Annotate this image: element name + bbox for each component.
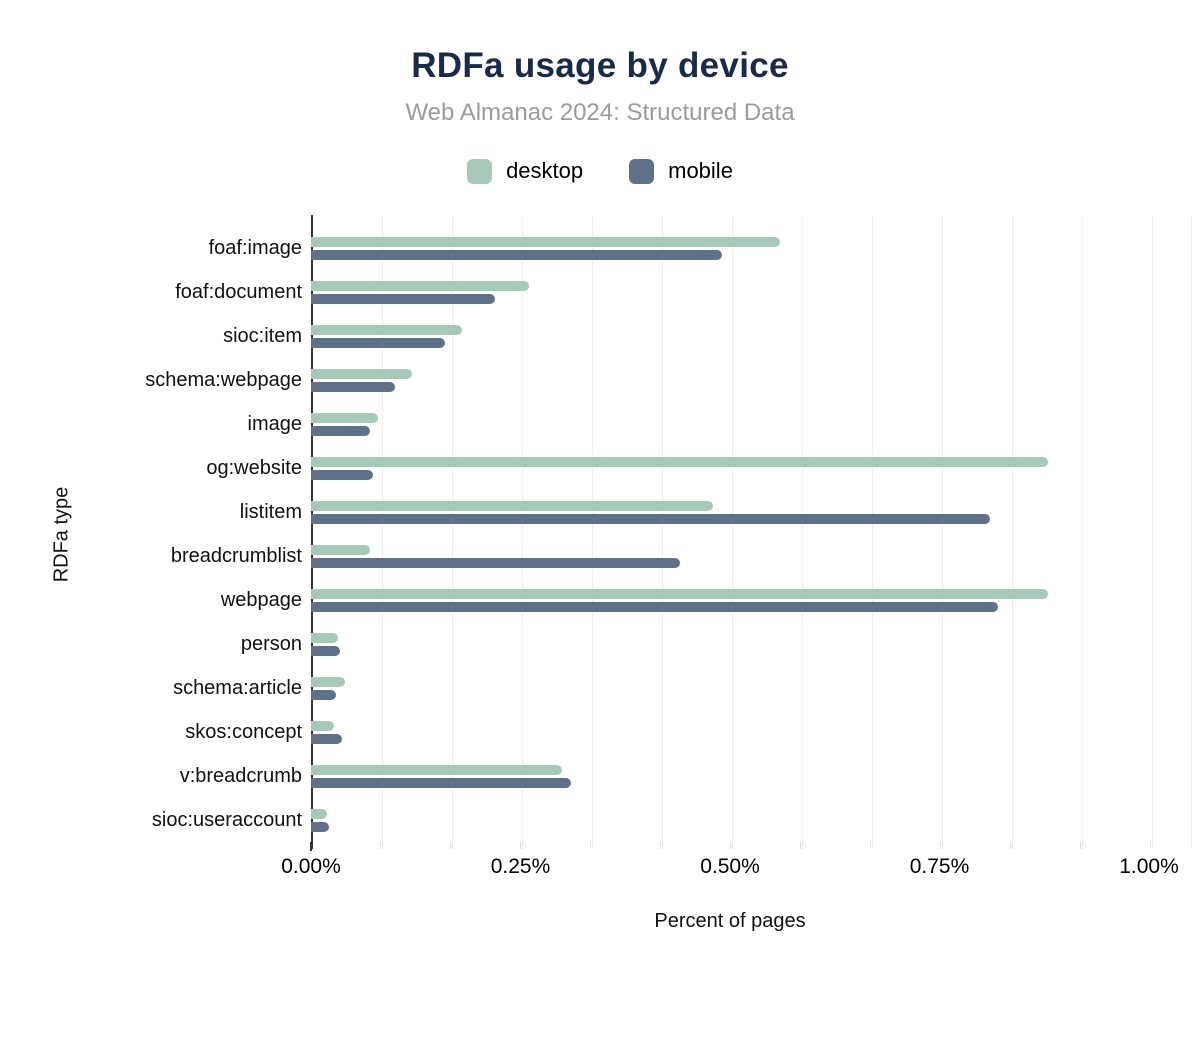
bar-desktop[interactable] [311,720,334,731]
bar-mobile[interactable] [311,337,446,348]
bar-group [311,412,1192,436]
chart-row: v:breadcrumb [86,754,1192,798]
category-label: image [247,412,302,435]
chart-row: sioc:useraccount [86,798,1192,842]
x-tick-label: 1.00% [1119,855,1179,878]
legend-label-mobile: mobile [668,158,733,183]
bar-group [311,368,1192,392]
bar-group [311,764,1192,788]
plot-container: foaf:image foaf:document sioc:item schema:w… [86,215,1192,933]
x-axis-title: Percent of pages [654,910,806,932]
bar-desktop[interactable] [311,808,327,819]
legend-label-desktop: desktop [506,158,584,183]
y-axis-title-container: RDFa type [38,226,86,842]
bar-desktop[interactable] [311,632,338,643]
chart-row: sioc:item [86,314,1192,358]
bar-mobile[interactable] [311,645,341,656]
legend: desktop mobile [0,158,1200,184]
bar-group [311,236,1192,260]
bar-mobile[interactable] [311,381,395,392]
desktop-swatch-icon [467,158,493,184]
category-label: sioc:useraccount [151,808,302,831]
chart-row: skos:concept [86,710,1192,754]
y-axis-title: RDFa type [50,486,73,582]
category-label: foaf:document [175,280,302,303]
bar-group [311,808,1192,832]
chart-row: foaf:document [86,270,1192,314]
chart-row: listitem [86,490,1192,534]
category-label: webpage [220,588,302,611]
chart-row: schema:webpage [86,358,1192,402]
category-label: breadcrumblist [170,544,302,567]
bar-group [311,544,1192,568]
chart-subtitle: Web Almanac 2024: Structured Data [405,99,795,126]
bar-desktop[interactable] [311,324,462,335]
x-tick-label: 0.75% [909,855,970,878]
chart-row: og:website [86,446,1192,490]
page-title: RDFa usage by device [411,46,789,85]
category-label: person [240,632,302,655]
category-label: schema:webpage [145,368,302,391]
bar-desktop[interactable] [311,412,379,423]
bar-group [311,500,1192,524]
category-label: v:breadcrumb [179,764,302,787]
category-label: sioc:item [223,324,302,347]
bar-desktop[interactable] [311,544,370,555]
chart-row: person [86,622,1192,666]
chart-row: breadcrumblist [86,534,1192,578]
legend-item-desktop[interactable]: desktop [467,158,583,184]
x-tick-label: 0.50% [700,855,760,878]
bar-mobile[interactable] [311,469,373,480]
legend-item-mobile[interactable]: mobile [629,158,733,184]
bar-desktop[interactable] [311,368,412,379]
category-label: og:website [206,456,302,479]
x-axis-minor-ticks [311,842,1152,849]
plot-rows: foaf:image foaf:document sioc:item schema:w… [86,215,1192,849]
bar-group [311,632,1192,656]
mobile-swatch-icon [629,158,655,184]
x-axis-zero-tick [310,842,312,851]
bar-group [311,456,1192,480]
chart-row: foaf:image [86,226,1192,270]
bar-mobile[interactable] [311,821,329,832]
bar-group [311,676,1192,700]
bar-chart: RDFa type foaf:image foaf:document sioc:it… [38,215,1200,933]
bar-mobile[interactable] [311,557,680,568]
bar-mobile[interactable] [311,249,722,260]
bar-group [311,588,1192,612]
bar-mobile[interactable] [311,293,496,304]
bar-desktop[interactable] [311,588,1049,599]
bar-desktop[interactable] [311,676,345,687]
category-label: schema:article [173,676,302,699]
bar-mobile[interactable] [311,777,571,788]
bar-mobile[interactable] [311,689,337,700]
x-tick-label: 0.25% [490,855,551,878]
category-label: listitem [239,500,302,523]
gridlines [311,215,1192,849]
chart-row: webpage [86,578,1192,622]
bar-desktop[interactable] [311,764,563,775]
x-tick-label: 0.00% [281,855,341,878]
category-label: foaf:image [208,236,302,259]
bar-mobile[interactable] [311,425,370,436]
bar-group [311,280,1192,304]
x-axis: 0.00% 0.25% 0.50% 0.75% 1.00% [281,842,1192,878]
bar-mobile[interactable] [311,733,342,744]
chart-row: schema:article [86,666,1192,710]
bar-mobile[interactable] [311,513,990,524]
bar-desktop[interactable] [311,456,1049,467]
bar-group [311,720,1192,744]
bar-desktop[interactable] [311,500,714,511]
bar-desktop[interactable] [311,280,529,291]
chart-row: image [86,402,1192,446]
bar-group [311,324,1192,348]
category-label: skos:concept [185,720,302,743]
bar-desktop[interactable] [311,236,781,247]
bar-mobile[interactable] [311,601,999,612]
